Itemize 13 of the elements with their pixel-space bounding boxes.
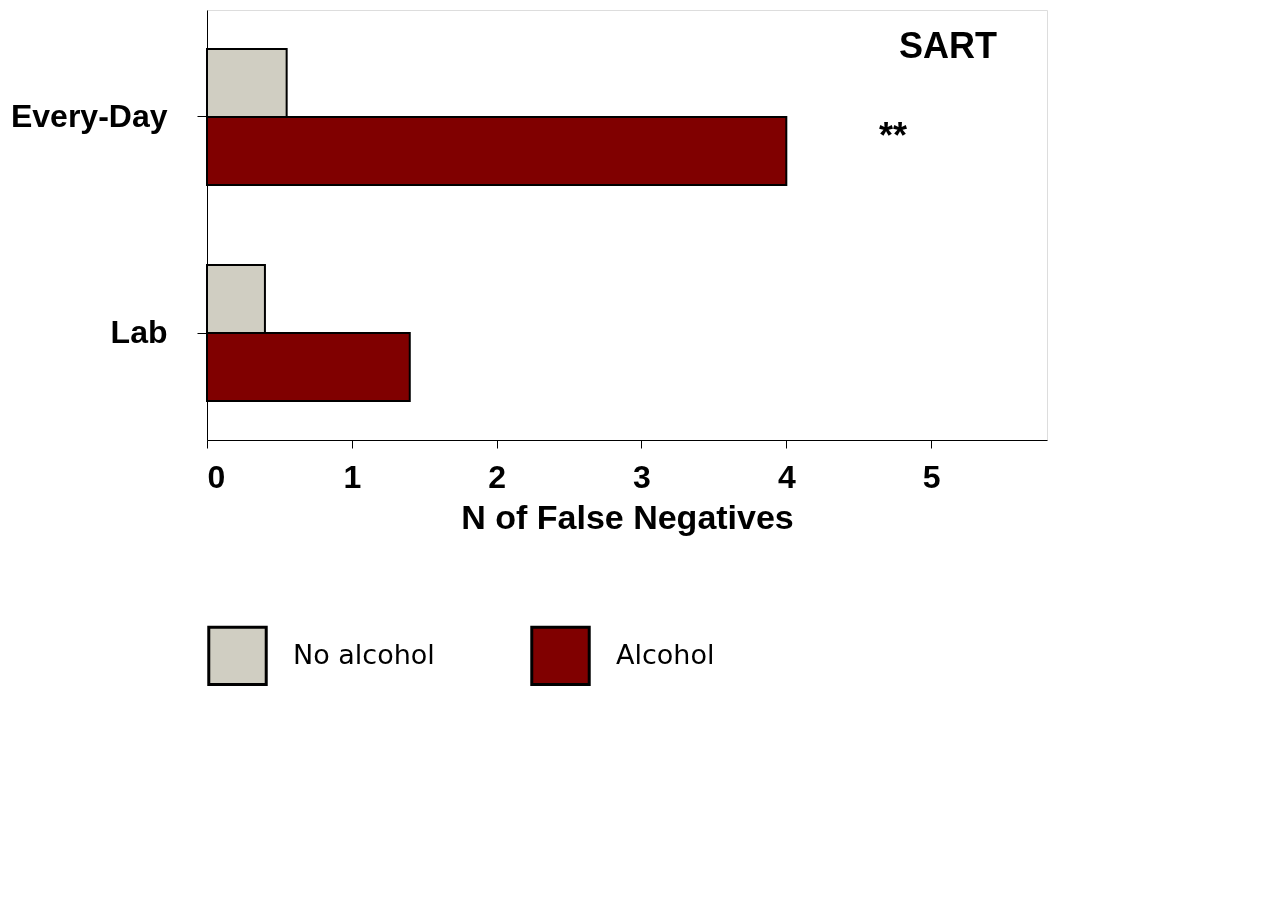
legend-label: No alcohol xyxy=(293,638,435,670)
annotation: SART xyxy=(899,25,998,66)
x-tick-label: 3 xyxy=(633,458,651,495)
y-tick-label: Every-Day xyxy=(10,97,168,134)
x-tick-label: 5 xyxy=(922,458,941,495)
x-tick-label: 1 xyxy=(343,458,362,495)
annotation: ** xyxy=(879,115,908,156)
legend-label: Alcohol xyxy=(616,638,715,670)
x-tick-label: 2 xyxy=(488,458,507,495)
y-tick-label: Lab xyxy=(110,314,168,351)
x-tick-label: 4 xyxy=(777,458,796,495)
x-tick-label: 0 xyxy=(207,458,226,495)
x-axis-title: N of False Negatives xyxy=(461,497,794,536)
